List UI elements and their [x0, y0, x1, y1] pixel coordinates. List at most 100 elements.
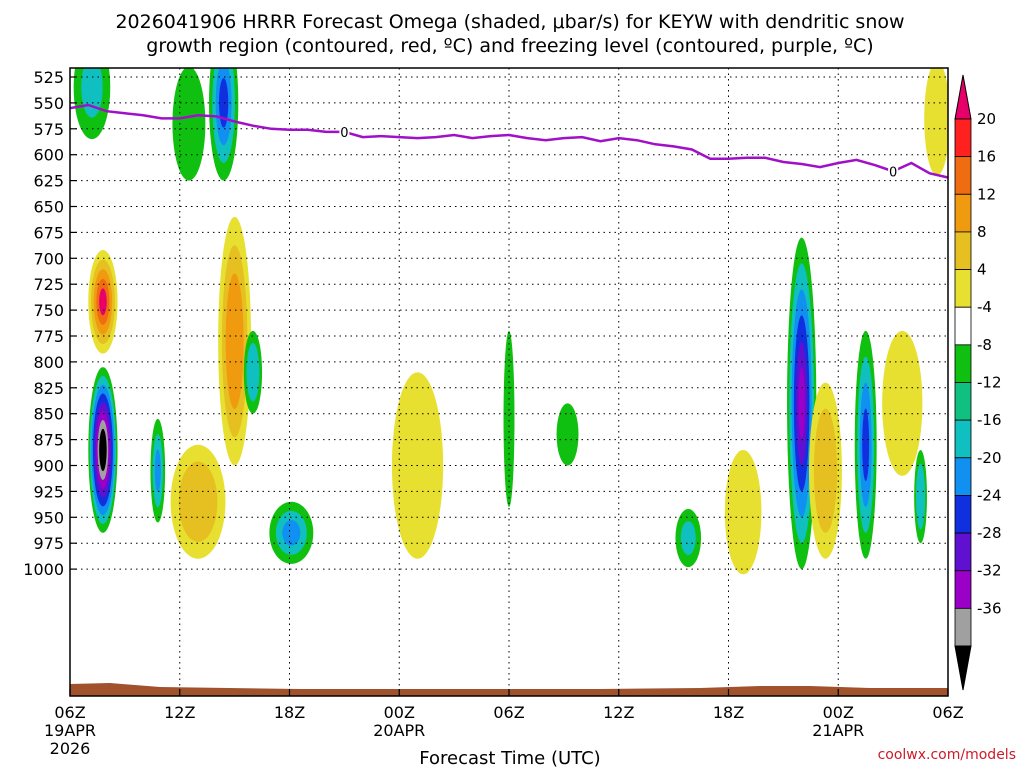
y-tick-label: 575: [33, 120, 64, 139]
y-tick-label: 975: [33, 534, 64, 553]
freezing-level-line: [69, 103, 949, 179]
omega-cell: [808, 382, 842, 559]
colorbar-tick-label: -4: [977, 298, 992, 316]
omega-contour-band: [282, 520, 301, 546]
colorbar-tick-label: -28: [977, 524, 1002, 542]
colorbar-tick-label: -12: [977, 374, 1002, 392]
x-tick-label: 06Z: [54, 703, 85, 722]
freezing-label-bg: [888, 163, 899, 178]
omega-cell: [170, 444, 226, 559]
colorbar-tick-label: -20: [977, 449, 1002, 467]
freezing-label-bg: [339, 123, 350, 138]
omega-cell: [172, 68, 206, 181]
x-date-label: 20APR: [373, 721, 425, 740]
x-tick-label: 12Z: [603, 703, 634, 722]
omega-cell: [88, 367, 118, 533]
chart-title-line2: growth region (contoured, red, ºC) and f…: [146, 35, 873, 57]
y-tick-label: 850: [33, 405, 64, 424]
y-tick-label: 725: [33, 275, 64, 294]
colorbar-tick-label: -24: [977, 486, 1002, 504]
y-tick-label: 650: [33, 198, 64, 217]
y-tick-label: 950: [33, 508, 64, 527]
y-tick-label: 750: [33, 301, 64, 320]
y-tick-label: 625: [33, 172, 64, 191]
colorbar-swatch: [954, 532, 972, 572]
omega-cell: [787, 237, 817, 570]
y-tick-label: 1000: [23, 560, 64, 579]
x-tick-label: 18Z: [274, 703, 305, 722]
x-tick-label: 00Z: [384, 703, 415, 722]
chart-title-line1: 2026041906 HRRR Forecast Omega (shaded, …: [115, 11, 904, 33]
x-tick-label: 18Z: [713, 703, 744, 722]
colorbar-swatch: [954, 570, 972, 609]
omega-shading: [73, 68, 948, 575]
freezing-level-label: 0: [889, 165, 897, 180]
freezing-level-label: 0: [340, 126, 348, 141]
colorbar-swatch: [954, 193, 972, 233]
colorbar-tick-label: 12: [977, 185, 996, 203]
colorbar-tick-label: 4: [977, 261, 987, 279]
y-tick-label: 675: [33, 223, 64, 242]
y-tick-label: 800: [33, 353, 64, 372]
colorbar-tick-label: -36: [977, 599, 1002, 617]
colorbar-tick-label: -8: [977, 336, 992, 354]
y-tick-label: 550: [33, 94, 64, 113]
omega-cell: [675, 509, 702, 568]
omega-contour-band: [561, 416, 574, 453]
colorbar-tick-label: -32: [977, 562, 1002, 580]
colorbar-swatch: [954, 231, 972, 270]
colorbar-tick-label: 8: [977, 223, 987, 241]
omega-cell: [218, 216, 252, 466]
omega-contour-band: [186, 478, 210, 526]
omega-cell: [243, 330, 263, 414]
colorbar-top-triangle: [954, 74, 972, 120]
omega-cell: [269, 501, 314, 564]
omega-cell: [73, 68, 111, 140]
omega-contour-band: [100, 437, 106, 463]
y-tick-label: 900: [33, 457, 64, 476]
colorbar-tick-label: 20: [977, 110, 996, 128]
colorbar-bottom-triangle: [954, 645, 972, 691]
colorbar-swatch: [954, 607, 972, 647]
colorbar-swatch: [954, 344, 972, 383]
y-tick-label: 600: [33, 146, 64, 165]
y-tick-label: 775: [33, 327, 64, 346]
y-tick-label: 825: [33, 379, 64, 398]
y-tick-label: 700: [33, 249, 64, 268]
omega-contour-band: [154, 449, 161, 493]
y-tick-label: 875: [33, 431, 64, 450]
colorbar-swatch: [954, 118, 972, 158]
omega-cell: [854, 330, 877, 559]
omega-contour-band: [732, 475, 754, 549]
x-tick-label: 06Z: [932, 703, 963, 722]
omega-cell: [914, 449, 927, 544]
omega-contour-band: [929, 85, 945, 152]
x-axis-label: Forecast Time (UTC): [419, 748, 600, 768]
colorbar-swatch: [954, 306, 972, 346]
colorbar-tick-label: -16: [977, 411, 1002, 429]
x-date-label: 19APR: [44, 721, 96, 740]
colorbar: 20 16 12 8 4 -4 -8 -12 -16 -20 -24 -28 -32 -36: [954, 74, 1002, 691]
omega-contour-band: [505, 367, 513, 471]
omega-contour-band: [218, 78, 229, 128]
colorbar-swatch: [954, 382, 972, 421]
omega-contour-band: [680, 521, 696, 555]
omega-cell: [150, 418, 166, 523]
omega-contour-band: [862, 408, 870, 482]
x-tick-label: 06Z: [493, 703, 524, 722]
omega-contour-band: [249, 355, 257, 390]
x-date-label: 21APR: [812, 721, 864, 740]
colorbar-swatch: [954, 156, 972, 195]
omega-contour-band: [890, 361, 915, 446]
omega-contour-band: [229, 301, 240, 381]
y-axis: 525 550 575 600 625 650 675 700 725 750 775 800 825 8…: [23, 68, 77, 579]
omega-cell: [724, 449, 762, 575]
omega-contour-band: [798, 367, 805, 440]
credit-text: coolwx.com/models: [878, 747, 1016, 763]
omega-cell: [88, 250, 118, 354]
y-tick-label: 525: [33, 68, 64, 87]
colorbar-swatch: [954, 269, 972, 308]
colorbar-swatch: [954, 419, 972, 459]
